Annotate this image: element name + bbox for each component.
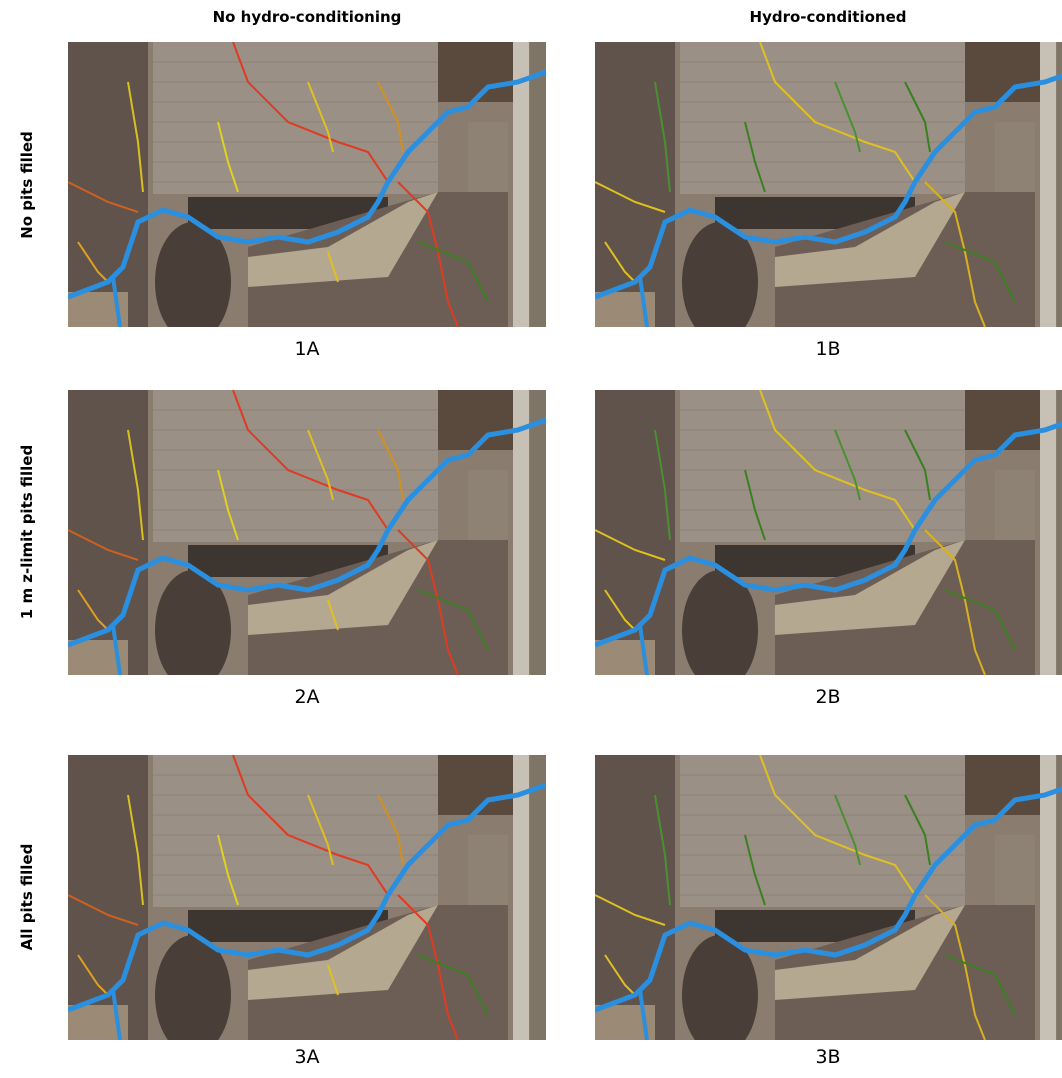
row-title: No pits filled <box>18 131 36 239</box>
aerial-image <box>68 755 546 1040</box>
map-panel <box>68 42 546 327</box>
figure: No hydro-conditioning Hydro-conditioned … <box>0 0 1062 1078</box>
row-title: All pits filled <box>18 844 36 951</box>
map-panel <box>68 755 546 1040</box>
panel-label: 1A <box>257 338 357 360</box>
map-panel <box>595 755 1062 1040</box>
row-title: 1 m z-limit pits filled <box>18 445 36 619</box>
panel-label: 3B <box>778 1046 878 1068</box>
column-title: No hydro-conditioning <box>157 8 457 26</box>
map-panel <box>595 42 1062 327</box>
column-title: Hydro-conditioned <box>678 8 978 26</box>
aerial-image <box>68 42 546 327</box>
panel-label: 2A <box>257 686 357 708</box>
panel-label: 2B <box>778 686 878 708</box>
aerial-image <box>68 390 546 675</box>
aerial-image <box>595 42 1062 327</box>
aerial-image <box>595 390 1062 675</box>
aerial-image <box>595 755 1062 1040</box>
panel-label: 3A <box>257 1046 357 1068</box>
panel-label: 1B <box>778 338 878 360</box>
map-panel <box>68 390 546 675</box>
map-panel <box>595 390 1062 675</box>
